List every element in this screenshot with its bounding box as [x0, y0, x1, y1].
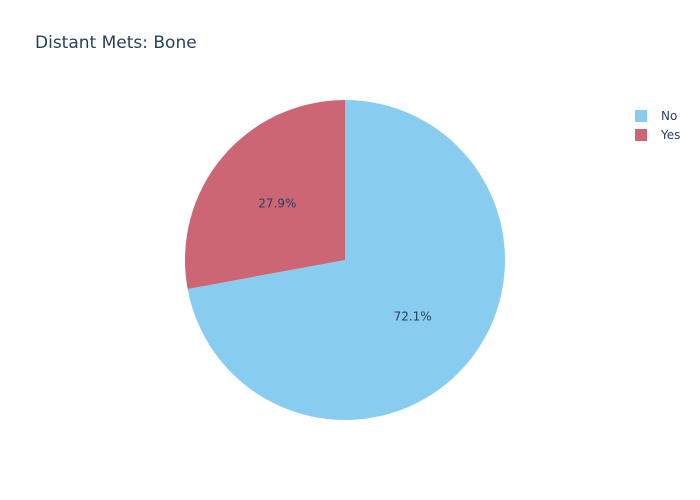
legend-swatch-no	[635, 109, 647, 122]
legend-item-no[interactable]: No	[635, 106, 680, 125]
pie-slice-labels: 72.1% 27.9%	[258, 197, 431, 324]
slice-label-yes: 27.9%	[258, 197, 296, 211]
legend-label-yes: Yes	[661, 127, 681, 142]
legend-swatch-yes	[635, 128, 647, 141]
legend-item-yes[interactable]: Yes	[635, 125, 680, 144]
pie-slice-yes[interactable]	[185, 100, 345, 289]
slice-label-no: 72.1%	[394, 309, 432, 323]
legend: No Yes	[635, 106, 680, 144]
chart-title: Distant Mets: Bone	[35, 33, 197, 53]
legend-label-no: No	[661, 108, 678, 123]
pie-slice-no[interactable]	[187, 100, 505, 421]
pie-slices	[185, 100, 505, 421]
